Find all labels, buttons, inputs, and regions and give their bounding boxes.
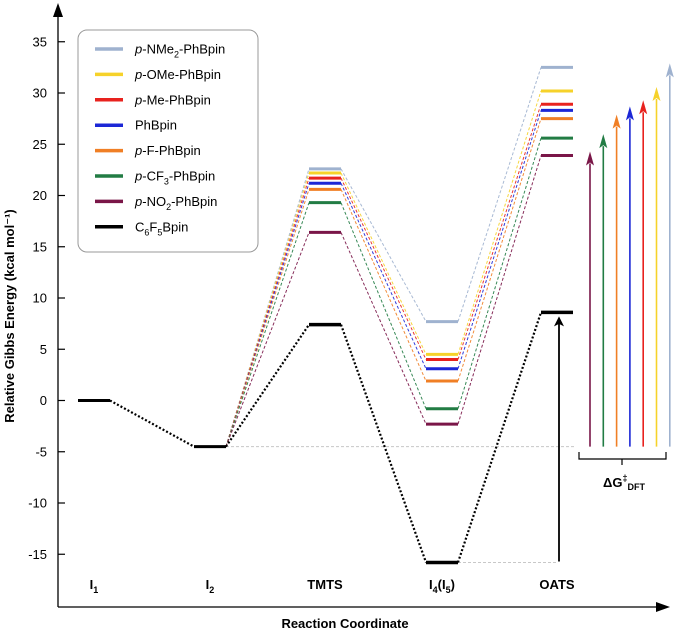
series-connector <box>340 202 427 409</box>
stage-label-I2: I2 <box>206 577 215 595</box>
legend-item: p-F-PhBpin <box>95 143 201 158</box>
delta-g-annotation: ΔG‡DFT <box>578 452 667 492</box>
y-axis-title: Relative Gibbs Energy (kcal mol⁻¹) <box>2 209 17 422</box>
barrier-arrowhead <box>652 86 661 101</box>
x-axis-arrowhead <box>656 602 670 612</box>
barrier-arrowhead <box>665 63 674 78</box>
series-connector <box>225 232 310 447</box>
y-ticks: 35 30 25 20 15 10 5 0 -5 -10 -15 <box>28 34 65 562</box>
stage-label-I4: I4(I5) <box>429 577 455 595</box>
legend: p-NMe2-PhBpin p-OMe-PhBpin p-Me-PhBpin PhBp… <box>77 29 259 253</box>
series-connector <box>457 118 542 382</box>
series-connector <box>225 189 310 447</box>
legend-item: p-CF3-PhBpin <box>95 169 215 187</box>
black-series-connector <box>456 312 543 563</box>
series-connector <box>225 202 310 447</box>
delta-g-bracket <box>578 452 667 465</box>
series-connector <box>340 172 427 355</box>
black-series-connector <box>109 399 195 448</box>
series-connector <box>340 189 427 382</box>
stage-labels: I1 I2 TMTS I4(I5) OATS <box>90 577 575 595</box>
series-connector <box>457 67 542 322</box>
series-connector <box>340 177 427 360</box>
black-series-connector <box>339 324 428 563</box>
legend-label: p-Me-PhBpin <box>134 92 211 107</box>
series-connector <box>340 182 427 369</box>
legend-label: p-NMe2-PhBpin <box>134 42 225 60</box>
series-connector <box>457 137 542 409</box>
legend-item: p-NO2-PhBpin <box>95 194 217 212</box>
series-connector <box>457 155 542 425</box>
legend-label: C6F5Bpin <box>135 219 188 237</box>
x-axis-title: Reaction Coordinate <box>281 616 408 631</box>
legend-label: PhBpin <box>135 118 177 133</box>
legend-label: p-OMe-PhBpin <box>134 67 221 82</box>
legend-item: PhBpin <box>95 118 177 133</box>
series-connector <box>225 168 310 447</box>
stage-label-TMTS: TMTS <box>307 577 343 592</box>
y-tick-label: -15 <box>28 547 47 562</box>
legend-label: p-F-PhBpin <box>134 143 201 158</box>
barrier-arrowhead <box>612 114 621 129</box>
legend-item: p-Me-PhBpin <box>95 92 211 107</box>
legend-item: p-NMe2-PhBpin <box>95 42 225 60</box>
legend-item: p-OMe-PhBpin <box>95 67 221 82</box>
legend-item: C6F5Bpin <box>95 219 188 237</box>
y-tick-label: 0 <box>40 393 47 408</box>
barrier-arrows <box>554 63 674 562</box>
y-tick-label: -5 <box>35 444 47 459</box>
y-tick-label: 5 <box>40 342 47 357</box>
connector-lines <box>109 67 574 563</box>
legend-box <box>77 29 259 253</box>
y-tick-label: 15 <box>33 239 47 254</box>
delta-g-label: ΔG‡DFT <box>603 473 645 492</box>
series-connector <box>340 168 427 322</box>
y-tick-label: -10 <box>28 496 47 511</box>
barrier-arrowhead <box>586 151 594 166</box>
energy-levels <box>78 65 573 565</box>
barrier-arrowhead <box>625 106 634 121</box>
barrier-arrowhead <box>639 100 648 115</box>
y-tick-label: 30 <box>33 86 47 101</box>
stage-label-I1: I1 <box>90 577 99 595</box>
series-connector <box>457 90 542 355</box>
y-tick-label: 35 <box>33 34 47 49</box>
y-axis-arrowhead <box>53 3 63 17</box>
y-tick-label: 25 <box>33 137 47 152</box>
y-tick-label: 10 <box>33 291 47 306</box>
series-connector <box>457 110 542 369</box>
barrier-arrowhead <box>599 134 608 149</box>
legend-label: p-CF3-PhBpin <box>134 169 215 187</box>
legend-label: p-NO2-PhBpin <box>134 194 217 212</box>
series-connector <box>457 104 542 360</box>
black-series-connector <box>225 324 310 448</box>
y-tick-label: 20 <box>33 188 47 203</box>
stage-label-OATS: OATS <box>539 577 574 592</box>
